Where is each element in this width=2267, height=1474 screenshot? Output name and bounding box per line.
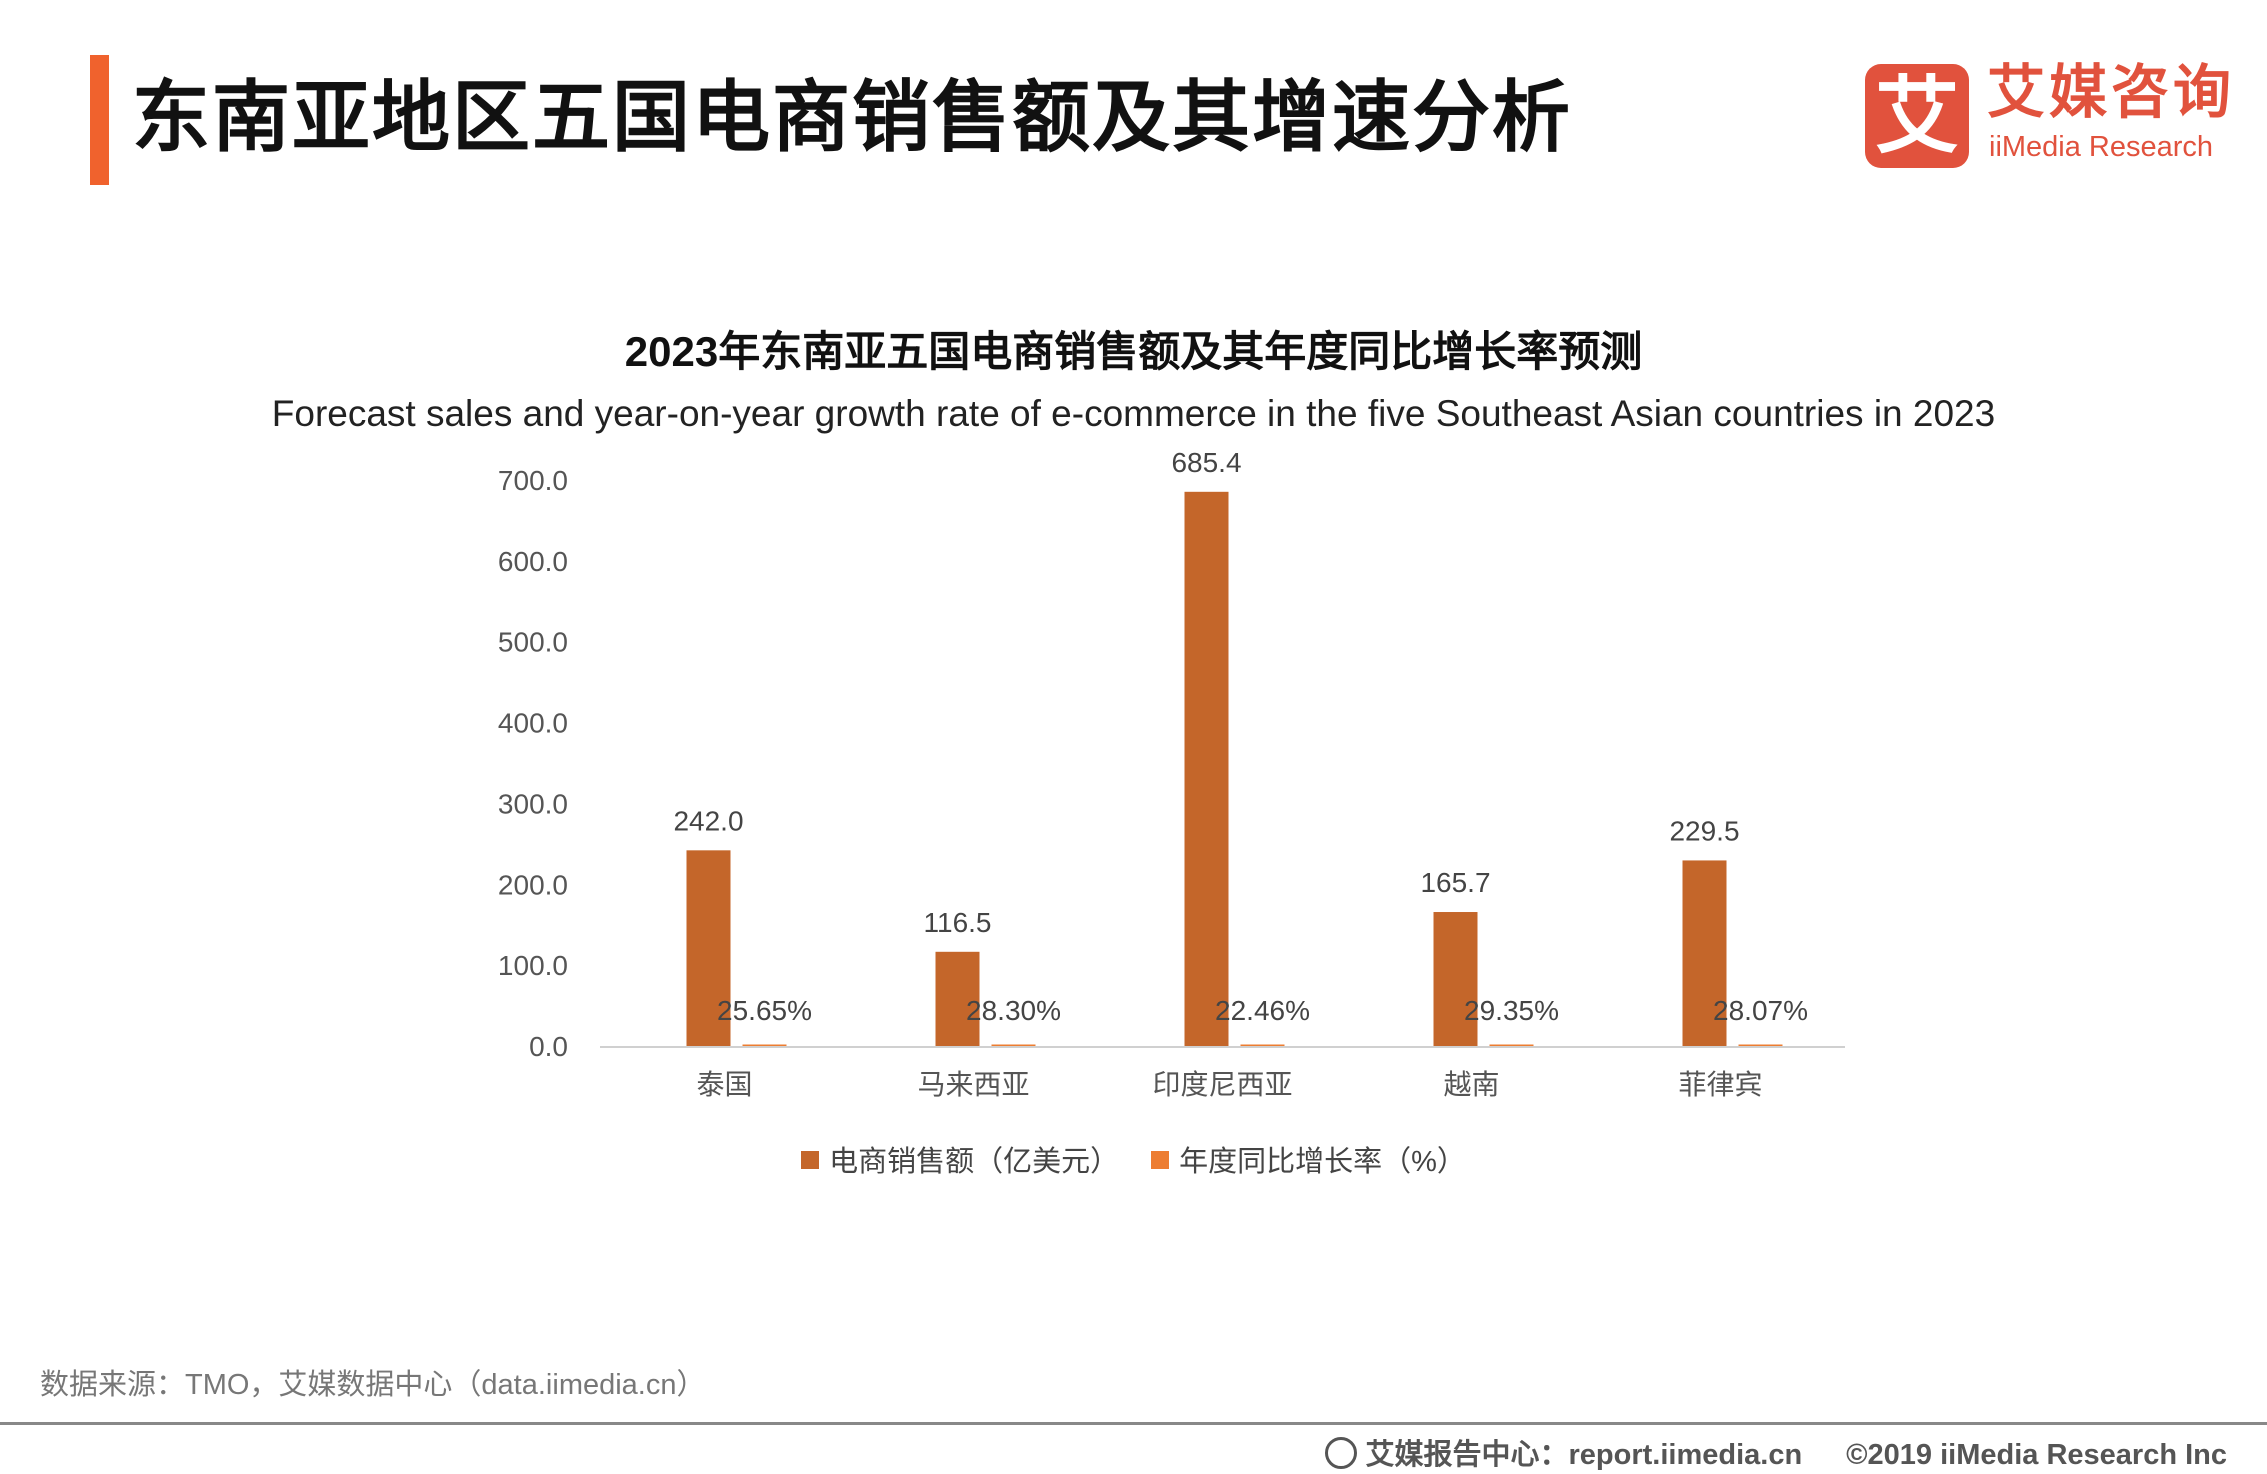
- data-label-growth: 28.30%: [966, 995, 1061, 1026]
- globe-icon: [1325, 1437, 1358, 1470]
- chart-legend: 电商销售额（亿美元） 年度同比增长率（%）: [0, 1138, 2267, 1180]
- x-tick-label: 泰国: [696, 1069, 752, 1100]
- bar-sales: [935, 951, 980, 1046]
- x-tick-label: 菲律宾: [1678, 1069, 1762, 1100]
- footer-bar: 艾媒报告中心：report.iimedia.cn ©2019 iiMedia Re…: [1325, 1431, 2227, 1473]
- y-tick-label: 500.0: [498, 627, 568, 658]
- data-label-sales: 165.7: [1420, 867, 1490, 898]
- bar-sales: [686, 850, 731, 1046]
- title-accent-bar: [90, 55, 109, 185]
- y-tick-label: 200.0: [498, 869, 568, 900]
- x-tick-label: 越南: [1443, 1069, 1499, 1100]
- footer-report-link[interactable]: 艾媒报告中心：report.iimedia.cn: [1365, 1439, 1803, 1471]
- data-label-sales: 685.4: [1171, 447, 1241, 478]
- data-label-growth: 25.65%: [717, 995, 812, 1026]
- bar-growth: [1240, 1044, 1285, 1046]
- bar-growth: [1489, 1044, 1534, 1046]
- y-tick-label: 600.0: [498, 546, 568, 577]
- iimedia-logo: 艾 艾媒咨询 iiMedia Research: [1865, 62, 2231, 170]
- bar-sales: [1682, 860, 1727, 1046]
- data-source-note: 数据来源：TMO，艾媒数据中心（data.iimedia.cn）: [40, 1369, 706, 1401]
- legend-swatch-sales: [801, 1151, 820, 1170]
- y-tick-label: 400.0: [498, 708, 568, 739]
- chart-title: 2023年东南亚五国电商销售额及其年度同比增长率预测: [624, 328, 1643, 375]
- y-tick-label: 100.0: [498, 950, 568, 981]
- bar-growth: [991, 1044, 1036, 1046]
- legend-item-growth: 年度同比增长率（%）: [1151, 1138, 1466, 1180]
- data-label-sales: 242.0: [673, 805, 743, 836]
- data-label-growth: 28.07%: [1713, 995, 1808, 1026]
- data-label-growth: 22.46%: [1215, 995, 1310, 1026]
- bar-sales: [1433, 912, 1478, 1046]
- bar-growth: [742, 1044, 787, 1046]
- legend-swatch-growth: [1151, 1151, 1170, 1170]
- footer-copyright: ©2019 iiMedia Research Inc: [1846, 1439, 2227, 1471]
- y-tick-label: 0.0: [529, 1031, 568, 1062]
- bar-growth: [1738, 1044, 1783, 1046]
- legend-item-sales: 电商销售额（亿美元）: [801, 1138, 1119, 1180]
- bar-sales: [1184, 491, 1229, 1046]
- data-label-growth: 29.35%: [1464, 995, 1559, 1026]
- footer-divider: [0, 1422, 2267, 1425]
- data-label-sales: 116.5: [924, 907, 992, 938]
- x-tick-label: 马来西亚: [917, 1069, 1029, 1100]
- data-label-sales: 229.5: [1669, 815, 1739, 846]
- y-tick-label: 300.0: [498, 788, 568, 819]
- legend-label-growth: 年度同比增长率（%）: [1179, 1146, 1466, 1178]
- logo-mark-icon: 艾: [1865, 64, 1969, 168]
- y-tick-label: 700.0: [498, 465, 568, 496]
- x-tick-label: 印度尼西亚: [1152, 1069, 1292, 1100]
- logo-chinese-text: 艾媒咨询: [1987, 60, 2236, 125]
- legend-label-sales: 电商销售额（亿美元）: [829, 1146, 1120, 1178]
- page-title: 东南亚地区五国电商销售额及其增速分析: [132, 73, 1573, 161]
- chart-subtitle: Forecast sales and year-on-year growth r…: [271, 393, 1996, 434]
- logo-english-text: iiMedia Research: [1989, 131, 2214, 163]
